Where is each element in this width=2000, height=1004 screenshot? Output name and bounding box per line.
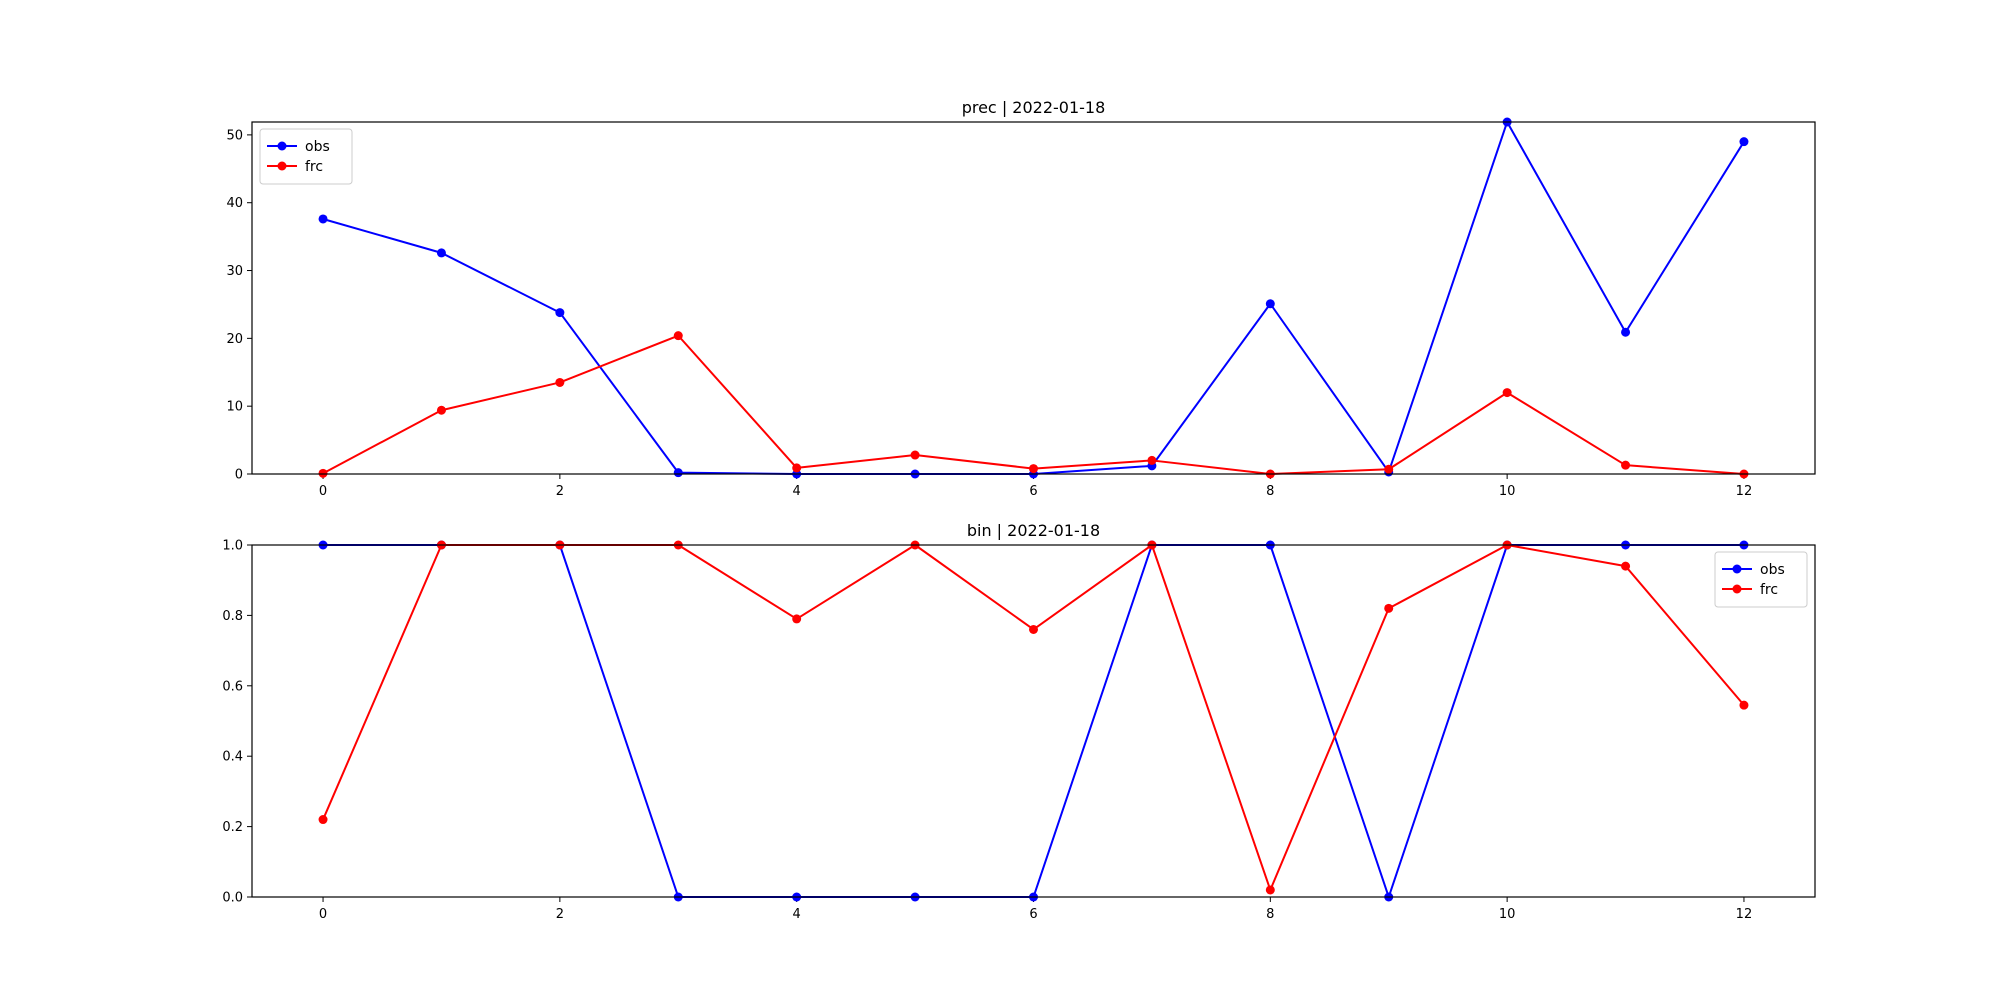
x-tick-label: 4 <box>793 907 801 922</box>
y-tick-label: 20 <box>226 332 243 347</box>
data-point-frc <box>1621 460 1631 470</box>
data-point-frc <box>1739 700 1749 710</box>
legend-label-frc: frc <box>1760 582 1778 598</box>
chart-1: prec | 2022-01-18 0 2 4 6 8 10 12 0 10 20 30 40 50 obs… <box>226 98 1816 499</box>
y-tick-label: 40 <box>226 196 243 211</box>
series-frc <box>318 331 1749 479</box>
legend-swatch-marker <box>1732 564 1742 574</box>
data-point-frc <box>910 450 920 460</box>
x-tick-label: 12 <box>1736 907 1753 922</box>
legend-label-frc: frc <box>305 159 323 175</box>
y-tick-label: 1.0 <box>222 539 243 554</box>
data-point-frc <box>1029 464 1038 474</box>
data-point-frc <box>673 331 683 341</box>
x-tick-label: 10 <box>1499 907 1516 922</box>
data-point-frc <box>792 463 802 473</box>
chart-title: prec | 2022-01-18 <box>962 98 1106 117</box>
x-tick-label: 6 <box>1029 484 1037 499</box>
x-tick-label: 8 <box>1266 907 1274 922</box>
data-point-obs <box>673 468 683 478</box>
data-point-frc <box>1265 885 1275 895</box>
x-tick-label: 4 <box>793 484 801 499</box>
data-point-obs <box>1621 327 1631 337</box>
data-point-frc <box>1384 464 1394 474</box>
x-tick-label: 2 <box>556 907 564 922</box>
x-tick-label: 10 <box>1499 484 1516 499</box>
data-point-frc <box>1384 603 1394 613</box>
legend-swatch-marker <box>277 141 287 151</box>
data-point-obs <box>436 248 446 258</box>
axes-frame <box>251 121 1816 475</box>
data-point-obs <box>1265 299 1275 309</box>
y-tick-label: 30 <box>226 264 243 279</box>
x-tick-label: 0 <box>319 484 327 499</box>
data-point-frc <box>555 377 565 387</box>
data-point-obs <box>318 214 328 224</box>
y-tick-label: 0.8 <box>222 609 243 624</box>
legend-label-obs: obs <box>305 139 330 155</box>
y-tick-label: 0.6 <box>222 679 243 694</box>
y-tick-label: 0.2 <box>222 820 243 835</box>
legend-label-obs: obs <box>1760 562 1785 578</box>
legend-box <box>259 128 353 185</box>
data-point-frc <box>1621 561 1631 571</box>
legend-swatch-marker <box>1732 584 1742 594</box>
legend-box <box>1714 551 1808 608</box>
data-point-frc <box>436 405 446 415</box>
data-point-frc <box>318 468 328 478</box>
x-tick-label: 6 <box>1029 907 1037 922</box>
data-point-frc <box>1147 455 1157 465</box>
data-point-obs <box>555 308 565 318</box>
y-tick-label: 50 <box>226 128 243 143</box>
y-tick-label: 0 <box>235 468 243 483</box>
chart-title: bin | 2022-01-18 <box>967 521 1100 540</box>
legend-swatch-marker <box>277 161 287 171</box>
x-tick-label: 2 <box>556 484 564 499</box>
data-point-frc <box>1029 624 1038 634</box>
data-point-obs <box>1739 137 1749 147</box>
chart-2: bin | 2022-01-18 0 2 4 6 8 10 12 0.0 0.2 0.4 0.6 0.8… <box>222 521 1816 922</box>
x-tick-label: 8 <box>1266 484 1274 499</box>
x-tick-label: 12 <box>1736 484 1753 499</box>
legend: obs frc <box>1714 551 1808 608</box>
data-point-frc <box>1502 388 1512 398</box>
y-tick-label: 0.4 <box>222 750 243 765</box>
legend: obs frc <box>259 128 353 185</box>
data-point-frc <box>792 614 802 624</box>
x-tick-label: 0 <box>319 907 327 922</box>
y-tick-label: 10 <box>226 400 243 415</box>
data-point-frc <box>318 815 328 825</box>
y-tick-label: 0.0 <box>222 891 243 906</box>
axes-frame <box>251 544 1816 898</box>
